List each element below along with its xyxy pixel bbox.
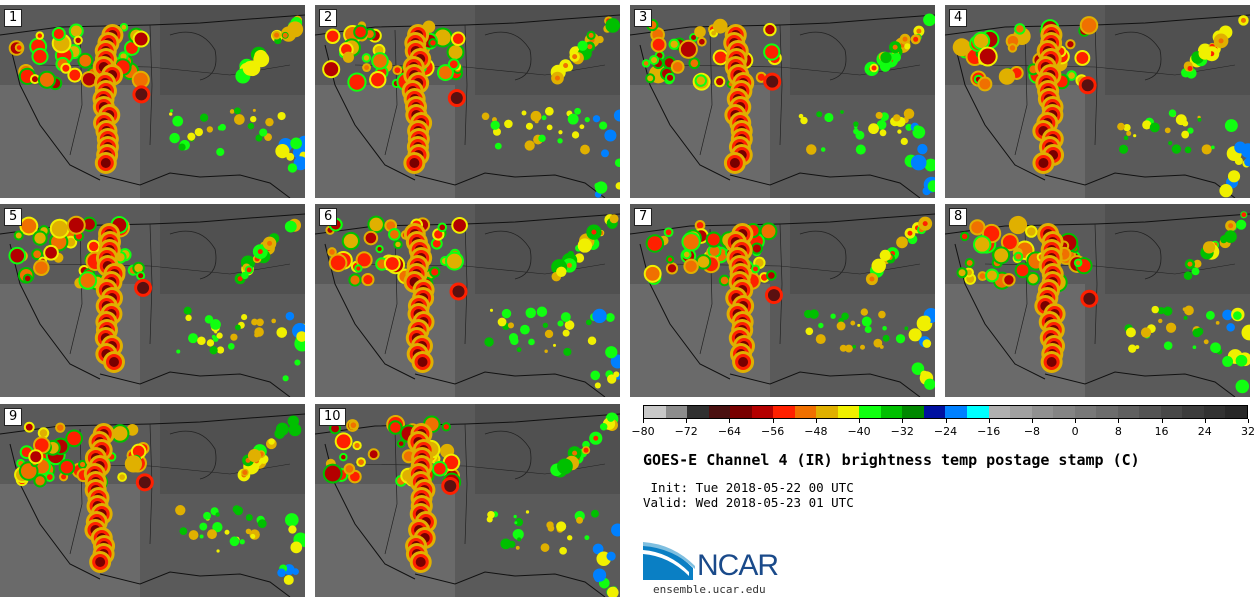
colorbar-swatch [966, 406, 989, 418]
colorbar-tick-label: −16 [977, 425, 1001, 438]
colorbar-tick [643, 419, 644, 423]
member-panel-2: 2 [315, 5, 620, 198]
colorbar-tick [1075, 419, 1077, 423]
ir-map-2 [315, 5, 620, 198]
panel-label-9: 9 [4, 408, 23, 426]
colorbar-tick-label: 8 [1114, 425, 1122, 438]
panel-label-7: 7 [634, 208, 653, 226]
member-panel-3: 3 [630, 5, 935, 198]
colorbar-swatch [1074, 406, 1097, 418]
member-panel-7: 7 [630, 204, 935, 397]
colorbar-tick-label: −80 [631, 425, 655, 438]
colorbar-tick-label: 16 [1154, 425, 1169, 438]
colorbar-tick [772, 419, 774, 423]
colorbar-swatch [644, 406, 666, 418]
colorbar-swatch [687, 406, 709, 418]
colorbar-tick [815, 419, 817, 423]
colorbar-swatch [665, 406, 688, 418]
colorbar-tick [859, 419, 861, 423]
colorbar-swatch [1139, 406, 1161, 418]
colorbar-swatch [945, 406, 967, 418]
colorbar-swatch [1160, 406, 1183, 418]
colorbar-swatch [730, 406, 752, 418]
logo-text: NCAR [697, 549, 779, 582]
colorbar-tick [1161, 419, 1163, 423]
colorbar-tick-label: 32 [1241, 425, 1255, 438]
colorbar-tick-label: −40 [847, 425, 871, 438]
colorbar-tick [729, 419, 731, 423]
ncar-logo-icon [643, 542, 695, 580]
colorbar-swatch [902, 406, 924, 418]
colorbar-swatch [751, 406, 774, 418]
panel-label-8: 8 [949, 208, 968, 226]
colorbar-tick [1118, 419, 1120, 423]
colorbar-tick [1204, 419, 1206, 423]
colorbar-tick-label: −8 [1023, 425, 1041, 438]
member-panel-9: 9 [0, 404, 305, 597]
colorbar-swatch [1010, 406, 1032, 418]
colorbar-tick [945, 419, 947, 423]
colorbar-swatch [1117, 406, 1140, 418]
ir-map-10 [315, 404, 620, 597]
colorbar-tick [1248, 419, 1249, 423]
colorbar-tick-label: −64 [717, 425, 742, 438]
member-panel-1: 1 [0, 5, 305, 198]
ensemble-url: ensemble.ucar.edu [653, 583, 766, 596]
panel-label-3: 3 [634, 9, 653, 27]
panel-label-2: 2 [319, 9, 338, 27]
member-panel-10: 10 [315, 404, 620, 597]
colorbar-swatch [1031, 406, 1054, 418]
member-panel-8: 8 [945, 204, 1250, 397]
colorbar-tick [686, 419, 688, 423]
panel-label-5: 5 [4, 208, 23, 226]
colorbar-swatch [837, 406, 860, 418]
colorbar-ticks: −80 −72 −64 −56 −48 −40 −32 −24 −16 −8 0 8 16 24 32 [631, 419, 1255, 441]
colorbar-swatch [880, 406, 903, 418]
colorbar-swatch [988, 406, 1011, 418]
colorbar-swatch [816, 406, 838, 418]
member-panel-5: 5 [0, 204, 305, 397]
ir-map-5 [0, 204, 305, 397]
figure-title: GOES-E Channel 4 (IR) brightness temp po… [643, 451, 1140, 469]
ir-map-6 [315, 204, 620, 397]
colorbar-tick-label: −24 [933, 425, 958, 438]
ir-map-4 [945, 5, 1250, 198]
panel-label-6: 6 [319, 208, 338, 226]
colorbar [643, 405, 1248, 419]
ir-map-8 [945, 204, 1250, 397]
panel-label-4: 4 [949, 9, 968, 27]
colorbar-tick-label: −48 [804, 425, 828, 438]
valid-time: Valid: Wed 2018-05-23 01 UTC [643, 495, 854, 510]
ir-map-7 [630, 204, 935, 397]
colorbar-tick [1031, 419, 1033, 423]
colorbar-swatch [773, 406, 795, 418]
member-panel-4: 4 [945, 5, 1250, 198]
colorbar-swatch [1182, 406, 1204, 418]
panel-label-1: 1 [4, 9, 23, 27]
colorbar-swatch [1203, 406, 1226, 418]
colorbar-tick [902, 419, 904, 423]
colorbar-swatch [859, 406, 881, 418]
colorbar-tick [988, 419, 990, 423]
member-panel-6: 6 [315, 204, 620, 397]
panel-label-10: 10 [319, 408, 346, 426]
colorbar-swatch [708, 406, 731, 418]
colorbar-tick-label: −56 [761, 425, 785, 438]
colorbar-swatch [1096, 406, 1118, 418]
init-time: Init: Tue 2018-05-22 00 UTC [643, 480, 854, 495]
colorbar-swatch [1225, 406, 1247, 418]
ir-map-3 [630, 5, 935, 198]
ir-map-9 [0, 404, 305, 597]
colorbar-tick-label: 0 [1071, 425, 1079, 438]
colorbar-tick-label: 24 [1197, 425, 1212, 438]
colorbar-swatch [1053, 406, 1075, 418]
colorbar-swatch [923, 406, 946, 418]
colorbar-swatch [794, 406, 817, 418]
colorbar-tick-label: −32 [890, 425, 914, 438]
colorbar-tick-label: −72 [674, 425, 698, 438]
ir-map-1 [0, 5, 305, 198]
